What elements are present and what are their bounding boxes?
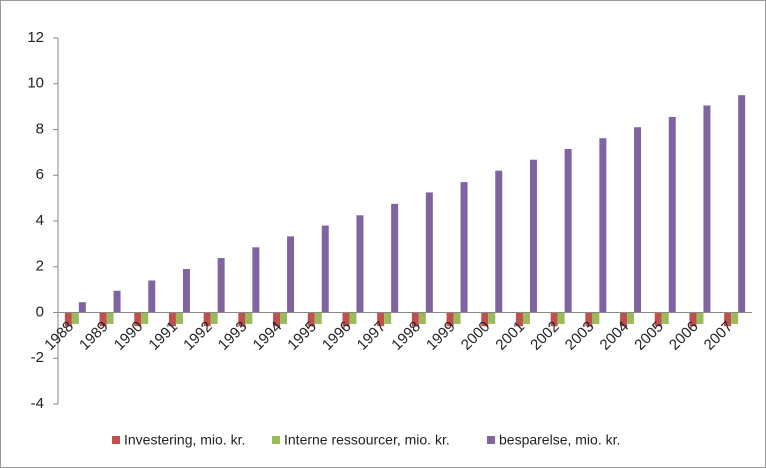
y-tick-label: 4 [36,212,44,229]
y-tick-label: 8 [36,120,44,137]
bar [349,312,357,324]
bar [495,170,503,313]
bar [724,312,732,327]
bar [599,138,607,313]
bar [217,258,225,313]
bar [627,312,635,324]
bar [411,312,419,327]
bar [71,312,79,324]
bar [252,247,260,313]
bar [314,312,322,324]
y-tick-label: 0 [36,303,44,320]
bar [238,312,246,327]
bar [731,312,739,324]
bar [391,203,399,313]
bar [515,312,523,327]
bar [668,116,676,313]
bar [203,312,211,327]
bar [696,312,704,324]
y-tick-label: -2 [31,349,44,366]
bar [738,95,746,313]
bar [446,312,454,327]
y-tick-label: 2 [36,258,44,275]
bar [175,312,183,324]
bar [210,312,218,324]
y-tick-label: 10 [27,75,44,92]
bar [592,312,600,324]
bar [661,312,669,324]
bar [620,312,628,327]
bar [141,312,149,324]
bar [377,312,385,327]
bar [703,105,711,313]
bar [134,312,142,327]
bar [689,312,697,327]
bar [182,269,190,313]
y-tick-label: -4 [31,395,44,412]
bar [287,236,295,313]
bar [522,312,530,324]
bar [453,312,461,324]
bar [425,192,433,313]
y-tick-label: 6 [36,166,44,183]
bar [550,312,558,327]
bar [585,312,593,327]
bar [148,280,156,313]
bar [168,312,176,327]
legend-swatch [272,436,280,444]
bar [280,312,288,324]
y-tick-label: 12 [27,29,44,46]
bar [384,312,392,324]
bar [557,312,565,324]
bar [78,302,86,313]
legend-label: Interne ressourcer, mio. kr. [284,432,450,448]
bar [106,312,114,324]
bar [64,312,72,327]
bar [564,148,572,313]
bar [356,215,364,313]
bar [307,312,315,327]
bar [634,127,642,313]
bar [245,312,253,324]
bar [273,312,281,327]
legend-swatch [487,436,495,444]
legend-label: besparelse, mio. kr. [499,432,620,448]
bar [321,225,329,313]
bar [342,312,350,327]
bar [481,312,489,327]
bar [654,312,662,327]
bar [529,159,537,313]
bar [99,312,107,327]
legend-swatch [112,436,120,444]
bar [418,312,426,324]
legend-label: Investering, mio. kr. [124,432,245,448]
bar [488,312,496,324]
bar [113,290,121,313]
bar [460,182,468,313]
